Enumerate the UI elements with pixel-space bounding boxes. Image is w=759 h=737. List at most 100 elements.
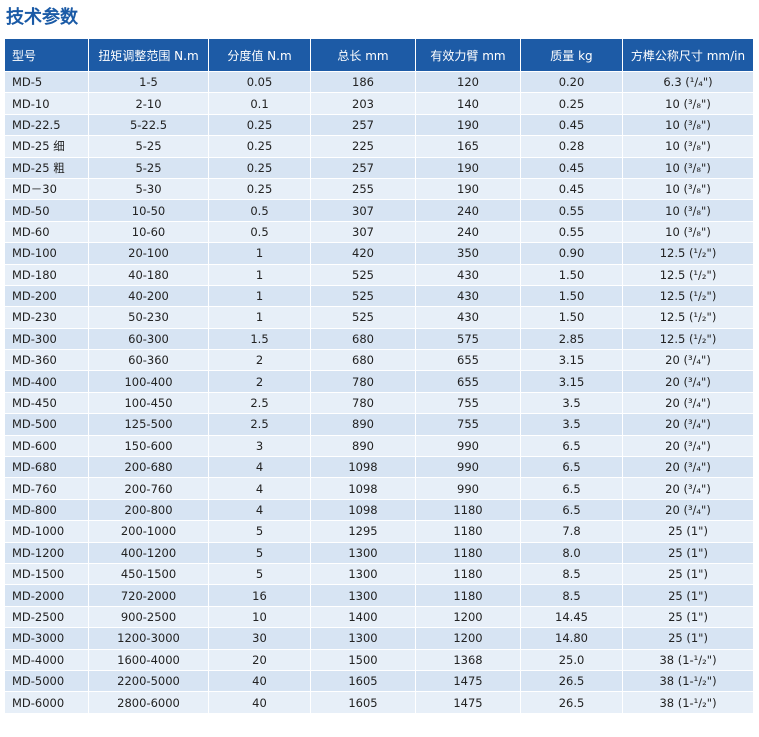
table-cell: 1-5 [88,70,209,94]
table-cell: 890 [310,413,416,436]
table-cell: MD-1000 [4,520,89,543]
table-cell: 6.5 [520,477,623,500]
table-cell: 12.5 (¹/₂") [622,284,754,308]
table-cell: MD-500 [4,413,89,436]
table-cell: MD-760 [4,477,89,500]
table-cell: MD-10 [4,92,89,115]
table-cell: 890 [310,434,416,458]
table-cell: 1500 [310,648,416,671]
table-cell: 1368 [415,648,521,671]
table-cell: 0.55 [520,199,623,222]
table-cell: 200-1000 [88,520,209,543]
table-cell: 1 [208,242,311,265]
table-cell: 430 [415,284,521,308]
table-row: MD-5000 2200-5000 40 1605 1475 26.5 38 (1-¹/₂"… [4,669,754,693]
table-cell: MD-400 [4,370,89,393]
table-row: MD-180 40-180 1 525 430 1.50 12.5 (¹/₂") [4,263,754,286]
table-cell: 575 [415,327,521,351]
table-cell: MD-2000 [4,584,89,607]
table-cell: 0.25 [208,135,311,158]
table-cell: 125-500 [88,413,209,436]
table-cell: MD-360 [4,349,89,372]
table-row: MD-6000 2800-6000 40 1605 1475 26.5 38 (1-¹/₂"… [4,691,754,714]
table-cell: 4 [208,456,311,479]
table-cell: 10-60 [88,220,209,244]
table-row: MD-50 10-50 0.5 307 240 0.55 10 (³/₈") [4,199,754,222]
header-cell: 总长 mm [310,38,416,72]
table-cell: 6.3 (¹/₄") [622,70,754,94]
table-cell: 2200-5000 [88,669,209,693]
table-cell: MD-6000 [4,691,89,714]
table-row: MD-25 粗 5-25 0.25 257 190 0.45 10 (³/₈") [4,156,754,179]
table-cell: 0.5 [208,220,311,244]
table-cell: 430 [415,306,521,329]
table-cell: 755 [415,413,521,436]
table-cell: MD-680 [4,456,89,479]
table-cell: 400-1200 [88,541,209,564]
table-cell: 257 [310,156,416,179]
table-cell: 680 [310,349,416,372]
table-cell: MD-25 粗 [4,156,89,179]
table-cell: 10 (³/₈") [622,113,754,137]
table-cell: 1295 [310,520,416,543]
table-cell: MD-600 [4,434,89,458]
table-cell: 40 [208,669,311,693]
table-cell: 1300 [310,627,416,650]
table-cell: 0.45 [520,156,623,179]
table-row: MD-360 60-360 2 680 655 3.15 20 (³/₄") [4,349,754,372]
table-cell: 1 [208,284,311,308]
table-cell: 100-400 [88,370,209,393]
table-cell: MD-5000 [4,669,89,693]
table-cell: 6.5 [520,498,623,522]
table-cell: 16 [208,584,311,607]
table-cell: 25 (1") [622,584,754,607]
table-cell: 780 [310,370,416,393]
table-row: MD-760 200-760 4 1098 990 6.5 20 (³/₄") [4,477,754,500]
table-cell: 14.80 [520,627,623,650]
table-cell: 990 [415,456,521,479]
table-row: MD-2500 900-2500 10 1400 1200 14.45 25 (1") [4,605,754,629]
table-row: MD-800 200-800 4 1098 1180 6.5 20 (³/₄") [4,498,754,522]
table-cell: 10-50 [88,199,209,222]
table-cell: 5 [208,562,311,586]
header-cell: 方榫公称尺寸 mm/in [622,38,754,72]
table-cell: 4 [208,498,311,522]
table-row: MD－30 5-30 0.25 255 190 0.45 10 (³/₈") [4,177,754,201]
table-cell: 1300 [310,541,416,564]
table-cell: 1098 [310,498,416,522]
table-cell: 350 [415,242,521,265]
table-cell: 1600-4000 [88,648,209,671]
table-cell: MD-450 [4,391,89,415]
table-cell: 225 [310,135,416,158]
table-cell: 1475 [415,691,521,714]
table-cell: 203 [310,92,416,115]
table-cell: 420 [310,242,416,265]
table-cell: 20 (³/₄") [622,391,754,415]
table-cell: 1180 [415,541,521,564]
table-cell: 0.5 [208,199,311,222]
table-cell: 150-600 [88,434,209,458]
table-cell: 1.5 [208,327,311,351]
table-cell: 1180 [415,520,521,543]
table-cell: 10 (³/₈") [622,177,754,201]
table-cell: 20 (³/₄") [622,349,754,372]
table-cell: MD-3000 [4,627,89,650]
table-cell: 1200 [415,605,521,629]
table-cell: 1 [208,306,311,329]
table-row: MD-3000 1200-3000 30 1300 1200 14.80 25 (1") [4,627,754,650]
table-cell: MD－30 [4,177,89,201]
table-cell: 900-2500 [88,605,209,629]
table-cell: 6.5 [520,456,623,479]
table-cell: 200-800 [88,498,209,522]
table-cell: 6.5 [520,434,623,458]
table-cell: 0.90 [520,242,623,265]
table-cell: 30 [208,627,311,650]
table-cell: 0.25 [208,177,311,201]
table-cell: MD-200 [4,284,89,308]
table-cell: 5-25 [88,135,209,158]
table-cell: 20 (³/₄") [622,370,754,393]
table-cell: MD-4000 [4,648,89,671]
table-cell: 20 (³/₄") [622,434,754,458]
table-cell: MD-230 [4,306,89,329]
